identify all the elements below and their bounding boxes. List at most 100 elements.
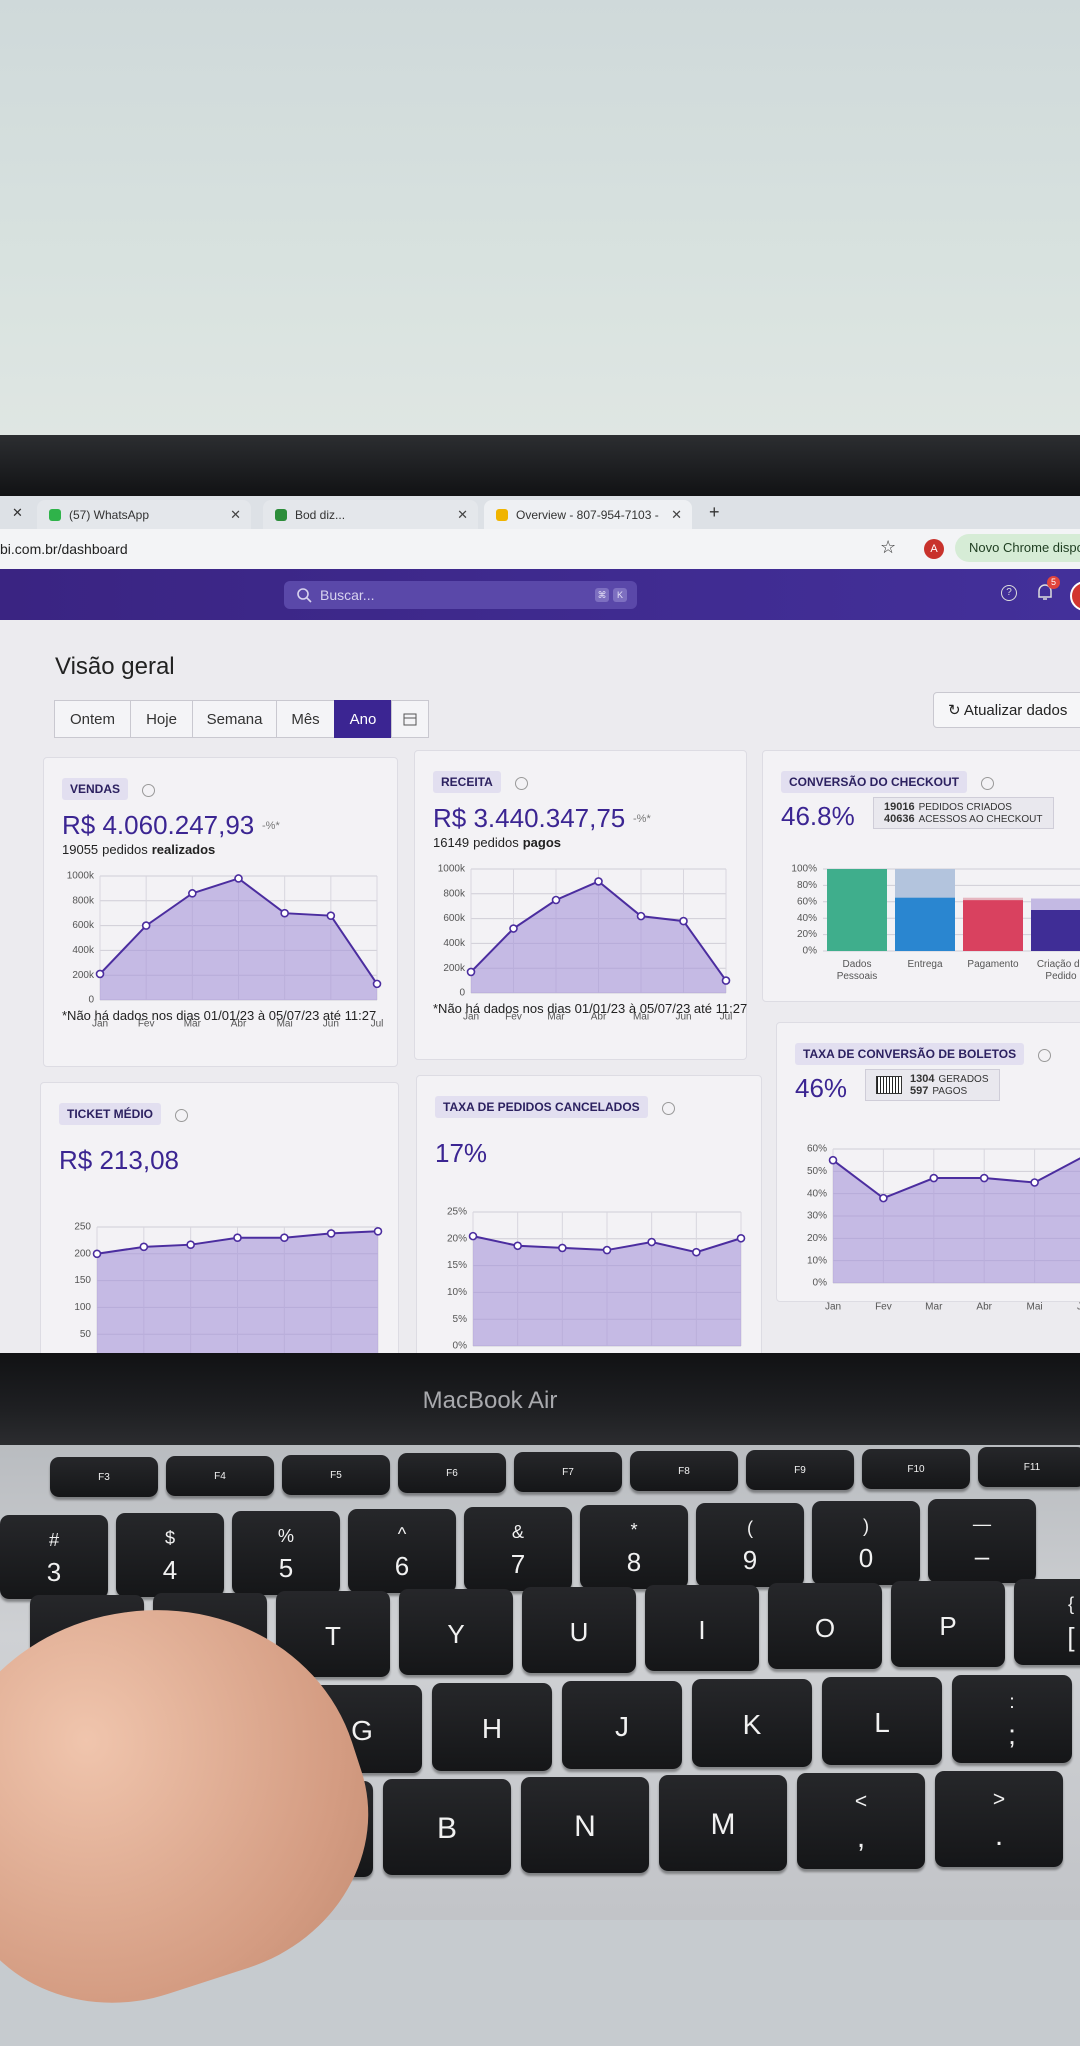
refresh-icon: ↻ bbox=[948, 702, 964, 719]
key[interactable]: P bbox=[891, 1581, 1005, 1667]
period-tab[interactable]: Ontem bbox=[54, 700, 131, 738]
y-tick-label: 60% bbox=[797, 896, 817, 907]
tab-close[interactable]: ✕ bbox=[12, 505, 23, 520]
card-value: R$ 213,08 bbox=[59, 1145, 179, 1175]
key[interactable]: U bbox=[522, 1587, 636, 1673]
key[interactable]: (9 bbox=[696, 1503, 804, 1587]
key[interactable]: $4 bbox=[116, 1513, 224, 1597]
key[interactable]: K bbox=[692, 1679, 812, 1767]
key[interactable]: F5 bbox=[282, 1454, 390, 1495]
key[interactable]: #3 bbox=[0, 1515, 108, 1599]
key[interactable]: F10 bbox=[862, 1448, 970, 1489]
browser-tab[interactable]: Overview - 807-954-7103 - ✕ bbox=[484, 500, 692, 529]
key[interactable]: J bbox=[562, 1681, 682, 1769]
y-tick-label: 50% bbox=[807, 1166, 827, 1177]
key[interactable]: F4 bbox=[166, 1455, 274, 1496]
notification-badge: 5 bbox=[1047, 576, 1060, 589]
point bbox=[233, 1233, 242, 1243]
star-icon[interactable]: ☆ bbox=[880, 537, 897, 557]
count-status: pagos bbox=[522, 835, 561, 850]
key[interactable]: :; bbox=[952, 1675, 1072, 1763]
y-tick-label: 800k bbox=[72, 895, 95, 906]
update-button[interactable]: Novo Chrome disponí bbox=[955, 534, 1080, 562]
chart: 0 200k 400k 600k 800k 1000k Jan Fev Mar Abr Mai Jun… bbox=[438, 864, 733, 1023]
browser-tab[interactable]: Bod diz... ✕ bbox=[263, 500, 478, 529]
key[interactable]: {[ bbox=[1014, 1579, 1080, 1665]
bar bbox=[963, 900, 1023, 951]
key[interactable]: Y bbox=[399, 1589, 513, 1675]
key-shift-label: : bbox=[1009, 1690, 1015, 1713]
card: CONVERSÃO DO CHECKOUT 46.8% 19016 PEDIDOS C… bbox=[762, 750, 1080, 1002]
page-title: Visão geral bbox=[55, 653, 175, 680]
key-label: T bbox=[325, 1621, 341, 1651]
tab-close[interactable]: ✕ bbox=[457, 506, 468, 522]
point bbox=[280, 1233, 289, 1243]
card: VENDAS R$ 4.060.247,93 -%* 19055 pedidos real… bbox=[43, 757, 398, 1067]
point bbox=[466, 967, 476, 977]
key[interactable]: F11 bbox=[978, 1447, 1080, 1488]
point bbox=[141, 921, 151, 930]
key[interactable]: N bbox=[521, 1777, 649, 1873]
key[interactable]: & 7 bbox=[464, 1507, 572, 1591]
key[interactable]: L bbox=[822, 1677, 942, 1765]
key-label: . bbox=[994, 1819, 1004, 1852]
key[interactable]: <, bbox=[797, 1773, 925, 1869]
period-tab[interactable]: Mês bbox=[276, 700, 335, 738]
point bbox=[326, 1229, 336, 1238]
area bbox=[97, 1231, 378, 1353]
key[interactable]: F9 bbox=[746, 1449, 854, 1490]
key-label: F4 bbox=[214, 1470, 226, 1482]
tab-close[interactable]: ✕ bbox=[230, 506, 241, 522]
key[interactable]: M bbox=[659, 1775, 787, 1871]
tab-close[interactable]: ✕ bbox=[671, 506, 682, 522]
tab-bar: ✕ (57) WhatsApp ✕ Bod diz... ✕ Overview - 807… bbox=[0, 496, 1080, 529]
point bbox=[372, 979, 382, 989]
search-box[interactable]: Buscar... ⌘ K bbox=[284, 581, 637, 609]
y-tick-label: 60% bbox=[807, 1144, 827, 1155]
help-icon[interactable]: ? bbox=[1001, 585, 1017, 601]
new-tab[interactable]: + bbox=[709, 502, 720, 522]
key[interactable]: — – bbox=[928, 1499, 1036, 1583]
key[interactable]: F7 bbox=[514, 1452, 622, 1493]
stat: 1304 GERADOS bbox=[910, 1073, 989, 1085]
browser-tab[interactable]: (57) WhatsApp ✕ bbox=[37, 500, 251, 529]
key[interactable]: ) 0 bbox=[812, 1501, 920, 1585]
point bbox=[1030, 1178, 1039, 1187]
key[interactable]: F3 bbox=[50, 1457, 158, 1497]
avatar[interactable]: A bbox=[924, 539, 944, 559]
area bbox=[833, 1158, 1080, 1283]
period-tab[interactable]: Hoje bbox=[130, 700, 193, 738]
point bbox=[879, 1193, 888, 1203]
key[interactable]: I bbox=[645, 1585, 759, 1671]
key[interactable]: O bbox=[768, 1583, 882, 1669]
key[interactable]: F6 bbox=[398, 1453, 506, 1494]
key[interactable]: ^ 6 bbox=[348, 1509, 456, 1593]
key[interactable]: F8 bbox=[630, 1451, 738, 1491]
key[interactable]: >. bbox=[935, 1771, 1063, 1867]
x-tick-label: Mai bbox=[633, 1012, 649, 1023]
period-tab[interactable]: Ano bbox=[334, 700, 392, 738]
key[interactable]: B bbox=[383, 1779, 511, 1875]
calendar-button[interactable] bbox=[391, 700, 429, 738]
info-icon bbox=[1038, 1049, 1051, 1062]
y-tick-label: 10% bbox=[447, 1287, 467, 1298]
x-tick-label: Abr bbox=[591, 1012, 607, 1023]
x-tick-label: Mar bbox=[184, 1019, 202, 1030]
key[interactable]: % 5 bbox=[232, 1511, 340, 1595]
key[interactable]: H bbox=[432, 1683, 552, 1771]
key-shift-label: ) bbox=[862, 1516, 870, 1537]
card-title: VENDAS bbox=[62, 778, 129, 800]
refresh-button[interactable]: ↻ Atualizar dados bbox=[933, 692, 1080, 728]
key-label: H bbox=[481, 1713, 503, 1744]
period-tab[interactable]: Semana bbox=[192, 700, 277, 738]
y-tick-label: 80% bbox=[797, 880, 817, 891]
key-shift-label: $ bbox=[164, 1528, 176, 1549]
x-tick-label: Abr bbox=[976, 1302, 992, 1313]
url[interactable]: bi.com.br/dashboard bbox=[0, 541, 128, 557]
bell-icon[interactable] bbox=[1036, 583, 1054, 603]
y-tick-label: 0% bbox=[813, 1278, 828, 1289]
tab-title: (57) WhatsApp bbox=[69, 507, 150, 522]
user-avatar[interactable] bbox=[1070, 581, 1080, 611]
key[interactable]: * 8 bbox=[580, 1505, 688, 1589]
area bbox=[473, 1236, 741, 1346]
